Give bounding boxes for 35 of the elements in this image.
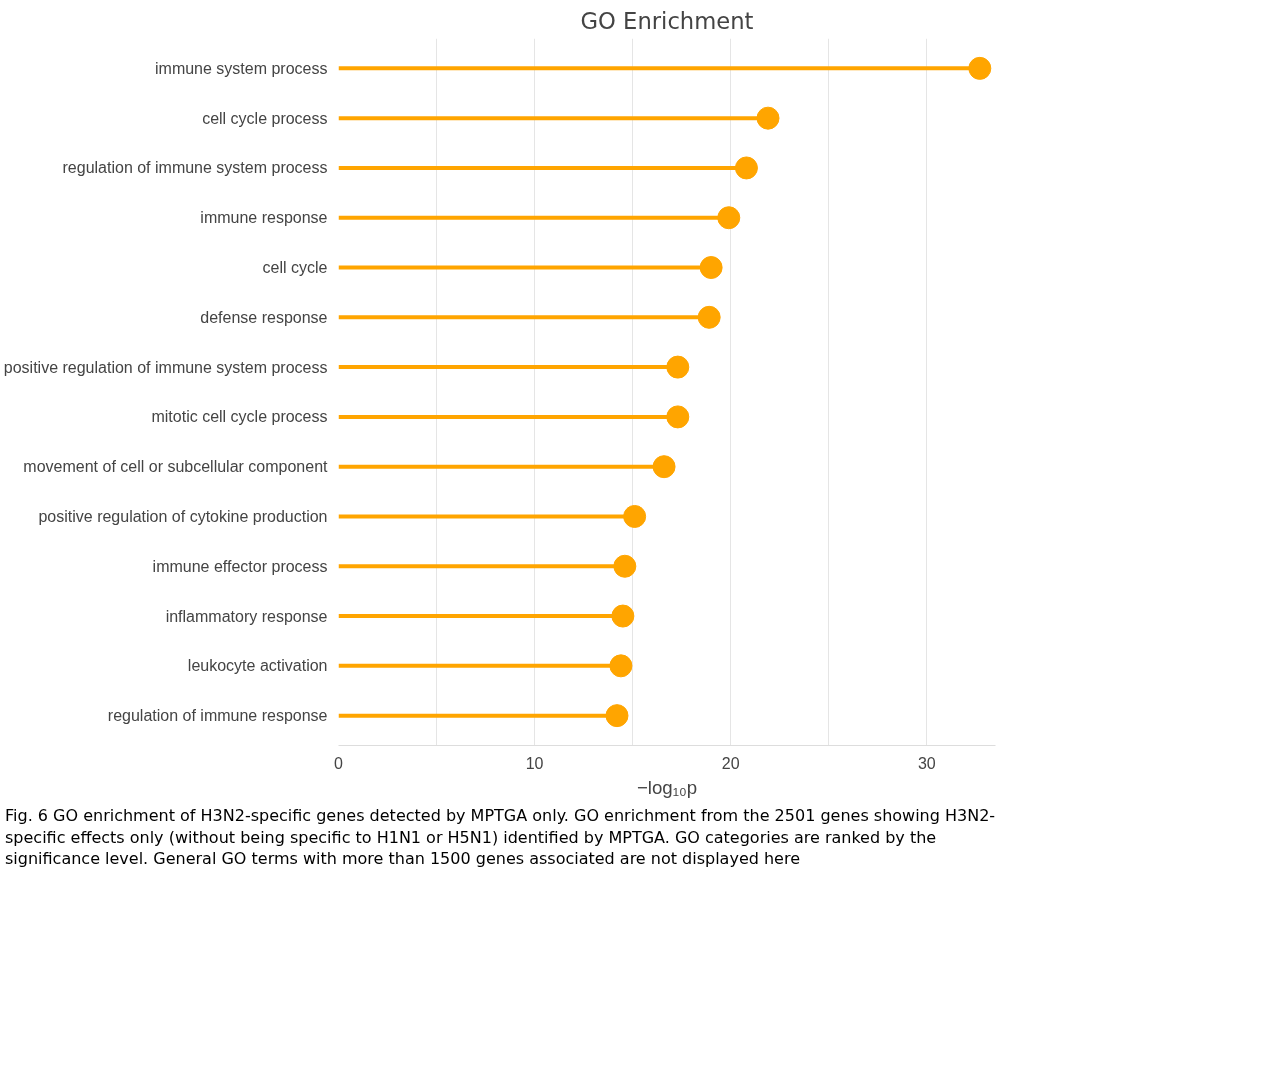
y-tick-label: leukocyte activation [187, 657, 328, 675]
y-tick-label: positive regulation of immune system process [3, 358, 328, 376]
point [968, 56, 992, 80]
point [652, 455, 676, 479]
y-tick-label: immune response [200, 209, 328, 227]
y-tick-label: immune effector process [152, 557, 328, 575]
point [699, 256, 723, 280]
point [611, 604, 635, 628]
chart-title: GO Enrichment [580, 7, 754, 34]
y-tick-label: mitotic cell cycle process [151, 408, 328, 426]
y-tick-label: regulation of immune system process [62, 159, 328, 177]
y-tick-label: inflammatory response [165, 607, 328, 625]
y-tick-label: positive regulation of cytokine production [38, 507, 328, 525]
point [717, 206, 741, 230]
y-tick-label: cell cycle process [202, 109, 328, 127]
y-tick-label: immune system process [155, 59, 328, 77]
y-tick-label: regulation of immune response [107, 707, 328, 725]
caption: Fig. 6 GO enrichment of H3N2-specific genes detected by MPTGA only. GO enrichment from the 2501 genes showing H3N2-specific effects only (without being specific to H1N1 or H5N1) identified by MPTGA. GO categories are ranked by the significance level. General GO terms with more than 1500 genes associated are not displayed here [5, 805, 997, 870]
x-axis-title: −log₁₀p [636, 776, 698, 798]
x-tick-label: 10 [525, 754, 544, 772]
y-tick-label: defense response [200, 308, 328, 326]
point [623, 504, 647, 528]
point [666, 355, 690, 379]
point [666, 405, 690, 429]
point [605, 704, 629, 728]
point [734, 156, 758, 180]
y-tick-label: movement of cell or subcellular component [23, 458, 329, 476]
point [613, 554, 637, 578]
point [609, 654, 633, 678]
point [697, 305, 721, 329]
point [756, 106, 780, 130]
x-tick-label: 0 [334, 754, 344, 772]
y-tick-label: cell cycle [262, 259, 328, 277]
x-tick-label: 20 [721, 754, 740, 772]
x-tick-label: 30 [917, 754, 936, 772]
